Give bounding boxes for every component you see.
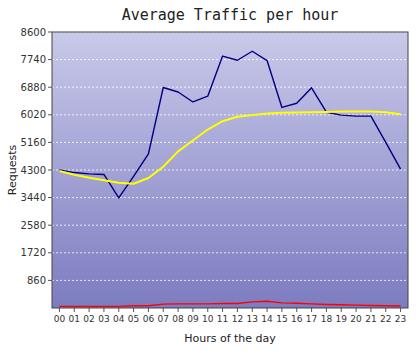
grid-line xyxy=(52,142,408,143)
y-tick xyxy=(48,32,52,33)
x-tick xyxy=(178,308,179,312)
x-tick xyxy=(89,308,90,312)
x-tick xyxy=(133,308,134,312)
x-tick-label: 07 xyxy=(158,314,169,324)
y-tick xyxy=(48,59,52,60)
x-tick xyxy=(252,308,253,312)
x-tick xyxy=(400,308,401,312)
x-tick xyxy=(296,308,297,312)
x-tick-label: 22 xyxy=(380,314,391,324)
y-tick-label: 8600 xyxy=(21,27,46,38)
title: Average Traffic per hour xyxy=(122,6,339,24)
grid-line xyxy=(52,252,408,253)
x-tick-label: 04 xyxy=(113,314,125,324)
x-tick-label: 11 xyxy=(217,314,228,324)
y-axis-label: Requests xyxy=(6,145,19,196)
y-tick xyxy=(48,114,52,115)
y-tick xyxy=(48,280,52,281)
series-line xyxy=(59,51,400,198)
x-tick xyxy=(370,308,371,312)
grid-line xyxy=(52,59,408,60)
x-tick-label: 08 xyxy=(172,314,184,324)
x-tick xyxy=(59,308,60,312)
y-tick xyxy=(48,252,52,253)
x-tick-label: 00 xyxy=(54,314,66,324)
x-tick-label: 21 xyxy=(365,314,376,324)
x-tick-label: 09 xyxy=(187,314,199,324)
grid xyxy=(52,32,408,280)
x-tick-label: 12 xyxy=(232,314,243,324)
y-tick-label: 2580 xyxy=(21,220,46,231)
x-tick xyxy=(385,308,386,312)
y-tick xyxy=(48,197,52,198)
x-tick xyxy=(118,308,119,312)
series-line xyxy=(59,112,400,184)
x-tick xyxy=(163,308,164,312)
chart: 8601720258034404300516060206880774086000… xyxy=(0,0,420,350)
grid-line xyxy=(52,114,408,115)
grid-line xyxy=(52,197,408,198)
y-tick-label: 6880 xyxy=(21,82,46,93)
x-tick-label: 20 xyxy=(350,314,362,324)
x-tick xyxy=(267,308,268,312)
y-tick xyxy=(48,170,52,171)
x-tick-label: 01 xyxy=(69,314,80,324)
y-tick xyxy=(48,87,52,88)
x-tick xyxy=(148,308,149,312)
y-tick-label: 6020 xyxy=(21,109,46,120)
y-tick-label: 3440 xyxy=(21,192,46,203)
grid-line xyxy=(52,225,408,226)
x-tick-label: 06 xyxy=(143,314,155,324)
x-tick xyxy=(356,308,357,312)
y-tick-label: 860 xyxy=(27,275,46,286)
x-tick-label: 18 xyxy=(321,314,333,324)
x-tick-label: 15 xyxy=(276,314,287,324)
x-tick xyxy=(237,308,238,312)
x-tick xyxy=(74,308,75,312)
x-tick xyxy=(207,308,208,312)
x-tick-label: 13 xyxy=(247,314,258,324)
plot-frame xyxy=(52,32,408,308)
x-tick-label: 14 xyxy=(261,314,273,324)
grid-line xyxy=(52,87,408,88)
y-tick xyxy=(48,142,52,143)
x-tick xyxy=(341,308,342,312)
y-tick xyxy=(48,225,52,226)
x-tick-label: 19 xyxy=(336,314,348,324)
lines xyxy=(59,51,400,306)
y-tick-label: 1720 xyxy=(21,247,46,258)
x-tick-label: 05 xyxy=(128,314,139,324)
x-axis-label: Hours of the day xyxy=(184,332,276,345)
y-tick-label: 4300 xyxy=(21,165,46,176)
x-tick xyxy=(103,308,104,312)
grid-line xyxy=(52,170,408,171)
x-tick-label: 02 xyxy=(83,314,94,324)
x-tick xyxy=(281,308,282,312)
x-tick xyxy=(192,308,193,312)
x-tick-label: 03 xyxy=(98,314,109,324)
x-tick xyxy=(222,308,223,312)
x-tick xyxy=(311,308,312,312)
x-tick-label: 10 xyxy=(202,314,214,324)
grid-line xyxy=(52,280,408,281)
plot-background xyxy=(52,32,408,308)
y-tick-label: 7740 xyxy=(21,54,46,65)
x-tick xyxy=(326,308,327,312)
series-line xyxy=(59,301,400,306)
y-tick-label: 5160 xyxy=(21,137,46,148)
x-tick-label: 16 xyxy=(291,314,303,324)
x-tick-label: 23 xyxy=(395,314,406,324)
x-tick-label: 17 xyxy=(306,314,317,324)
